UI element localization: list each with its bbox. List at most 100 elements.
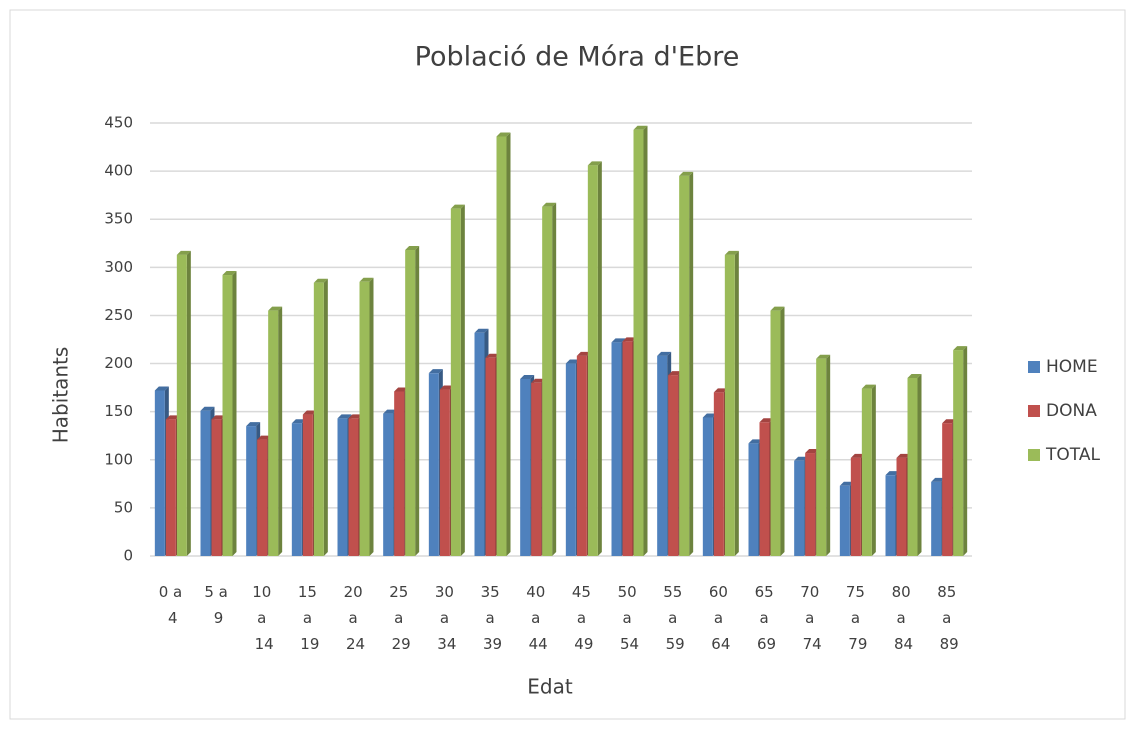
bar-top <box>794 456 809 461</box>
bar <box>576 355 587 556</box>
bar <box>200 410 211 556</box>
bar <box>657 355 668 556</box>
bar-top <box>622 337 637 342</box>
y-tick-label: 250 <box>104 306 133 324</box>
bar-side <box>689 171 694 556</box>
bar <box>405 250 416 556</box>
bar <box>668 375 679 556</box>
x-tick-label: 80 a 84 <box>892 583 916 653</box>
bar-top <box>861 384 876 389</box>
x-tick-label: 0 a 4 <box>159 583 187 627</box>
bar <box>816 358 827 556</box>
x-tick-label: 65 a 69 <box>755 583 779 653</box>
bar <box>953 350 964 556</box>
bar-top <box>679 171 694 176</box>
bar-side <box>871 384 876 556</box>
bar <box>165 419 176 556</box>
bar <box>257 439 268 556</box>
bar <box>359 281 370 556</box>
bar <box>724 254 735 556</box>
bar-top <box>942 419 957 424</box>
bar-side <box>552 202 557 557</box>
bar-top <box>657 351 672 356</box>
bar-top <box>485 353 500 358</box>
x-tick-label: 25 a 29 <box>389 583 413 653</box>
bar-side <box>186 250 191 556</box>
bar-top <box>931 477 946 482</box>
bar-top <box>531 378 546 383</box>
bar <box>770 310 781 556</box>
legend-label: HOME <box>1046 357 1098 377</box>
bar-side <box>232 271 237 556</box>
bar-top <box>348 414 363 419</box>
bar-top <box>953 346 968 351</box>
x-tick-label: 70 a 74 <box>800 583 824 653</box>
x-tick-label: 40 a 44 <box>526 583 550 653</box>
bar-top <box>291 419 306 424</box>
bar <box>907 377 918 556</box>
bar <box>211 419 222 556</box>
bar-top <box>633 125 648 130</box>
bar-top <box>885 471 900 476</box>
bar <box>931 481 942 556</box>
bar <box>485 357 496 556</box>
bar-top <box>439 385 454 390</box>
bar <box>394 391 405 556</box>
bar-top <box>337 414 352 419</box>
bar-side <box>415 246 420 556</box>
bar-top <box>565 359 580 364</box>
bar-top <box>611 338 626 343</box>
bar-top <box>713 388 728 393</box>
bar <box>268 310 279 556</box>
bar-top <box>850 453 865 458</box>
bar-top <box>770 306 785 311</box>
bar <box>302 414 313 556</box>
bar-side <box>369 277 374 556</box>
x-tick-label: 85 a 89 <box>937 583 961 653</box>
bar-top <box>759 418 774 423</box>
bar <box>246 426 257 556</box>
x-tick-label: 55 a 59 <box>663 583 687 653</box>
bar <box>633 129 644 557</box>
y-tick-label: 350 <box>104 210 133 228</box>
bar <box>748 443 759 556</box>
bar <box>450 208 461 557</box>
bar-top <box>211 415 226 420</box>
bar-side <box>826 354 831 556</box>
bar-side <box>780 306 785 556</box>
bar-top <box>257 435 272 440</box>
bar <box>348 418 359 556</box>
chart-title: Població de Móra d'Ebre <box>415 42 740 73</box>
y-tick-label: 100 <box>104 450 133 468</box>
y-tick-label: 0 <box>123 547 133 565</box>
bar-side <box>734 250 739 556</box>
bar-top <box>520 374 535 379</box>
bar <box>383 413 394 556</box>
x-tick-label: 45 a 49 <box>572 583 596 653</box>
bar-top <box>748 439 763 444</box>
bar <box>542 206 553 557</box>
bar <box>496 136 507 556</box>
bar-top <box>542 202 557 207</box>
x-axis-label: Edat <box>527 675 573 699</box>
x-tick-label: 30 a 34 <box>435 583 459 653</box>
bar-top <box>246 422 261 427</box>
bar-top <box>839 481 854 486</box>
bar <box>154 390 165 556</box>
bar-top <box>359 277 374 282</box>
x-tick-label: 10 a 14 <box>252 583 276 653</box>
bar-side <box>963 346 968 556</box>
bar-top <box>268 306 283 311</box>
bar <box>520 378 531 556</box>
bar-top <box>587 161 602 166</box>
bar-top <box>474 328 489 333</box>
bar <box>759 422 770 556</box>
bar <box>291 423 302 556</box>
bar <box>222 275 233 556</box>
bar <box>805 453 816 556</box>
legend-label: TOTAL <box>1045 445 1100 465</box>
legend-swatch <box>1028 361 1040 373</box>
y-tick-label: 450 <box>104 114 133 132</box>
bar-side <box>917 373 922 556</box>
